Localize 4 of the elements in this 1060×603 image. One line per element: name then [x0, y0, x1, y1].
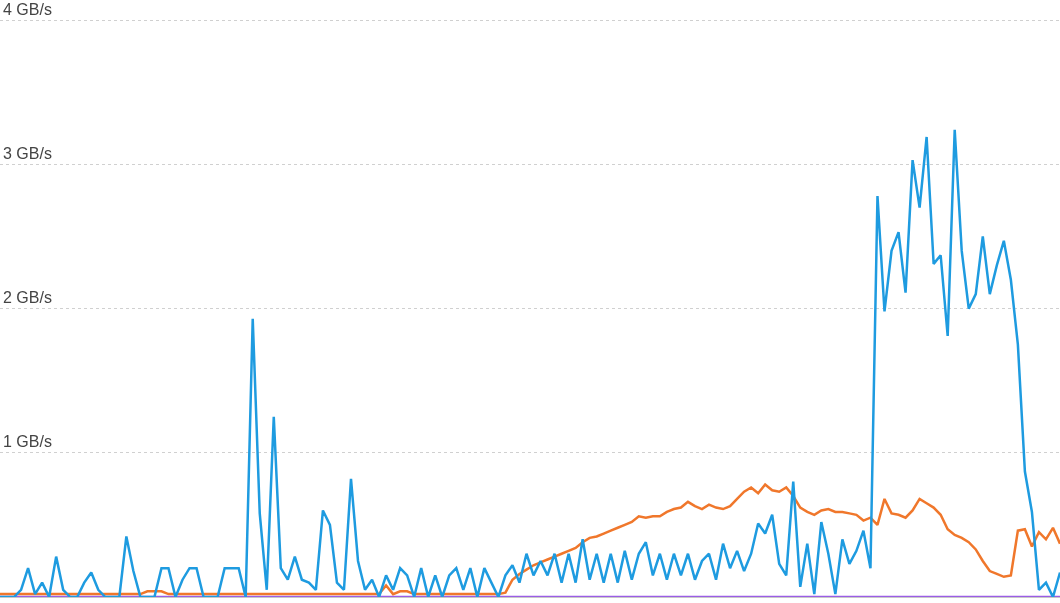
y-tick-label: 3 GB/s: [3, 144, 52, 162]
y-tick-label: 1 GB/s: [3, 433, 52, 451]
y-tick-label: 4 GB/s: [3, 0, 52, 18]
y-tick-label: 2 GB/s: [3, 288, 52, 306]
